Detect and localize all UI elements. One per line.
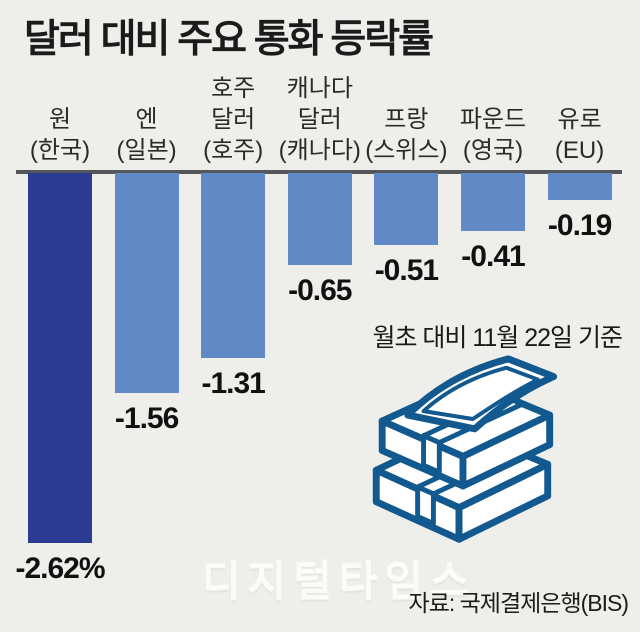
category-label-line: (영국) (462, 137, 524, 164)
category-label-line: 유로 (557, 106, 602, 133)
bar-0 (28, 173, 92, 543)
value-label-5: -0.41 (461, 240, 525, 273)
category-label-line: 엔 (135, 106, 158, 133)
source-credit: 자료: 국제결제은행(BIS) (408, 590, 629, 616)
value-label-3: -0.65 (288, 274, 352, 307)
category-label-line: (한국) (29, 137, 91, 164)
publisher-watermark: 디지털타임스 (202, 558, 476, 605)
category-label-line: (호주) (203, 137, 264, 164)
category-label-line: 달러 (211, 106, 256, 133)
category-label-1: 엔 (일본) (117, 104, 177, 166)
category-label-4: 프랑 (스위스) (365, 104, 447, 166)
category-label-line: 캐나다 (286, 75, 353, 102)
value-label-6: -0.19 (547, 209, 612, 242)
category-label-6: 유로 (EU) (555, 104, 604, 166)
value-label-4: -0.51 (374, 254, 439, 287)
category-label-line: 파운드 (459, 106, 527, 133)
value-label-0: -2.62% (15, 552, 105, 585)
bar-5 (461, 173, 525, 231)
category-label-line: 호주 (211, 75, 256, 102)
category-label-line: (EU) (554, 137, 605, 164)
value-label-1: -1.56 (114, 402, 179, 435)
reference-date-note: 월초 대비 11월 22일 기준 (372, 324, 623, 352)
category-label-5: 파운드 (영국) (460, 104, 526, 166)
category-label-line: 원 (48, 106, 72, 133)
category-label-line: (스위스) (365, 137, 448, 164)
bar-4 (374, 173, 439, 245)
bar-2 (201, 173, 266, 358)
category-label-0: 원 (한국) (30, 104, 90, 166)
zero-axis-line (16, 170, 622, 174)
bar-3 (287, 173, 352, 265)
category-label-line: (캐나다) (278, 137, 361, 164)
bar-6 (547, 173, 612, 200)
bar-1 (114, 173, 179, 393)
category-label-line: 달러 (297, 106, 342, 133)
value-label-2: -1.31 (201, 367, 265, 400)
category-label-line: (일본) (116, 137, 177, 164)
money-stack-icon (362, 352, 560, 554)
chart-title: 달러 대비 주요 통화 등락률 (24, 18, 434, 61)
category-label-line: 프랑 (384, 106, 429, 133)
